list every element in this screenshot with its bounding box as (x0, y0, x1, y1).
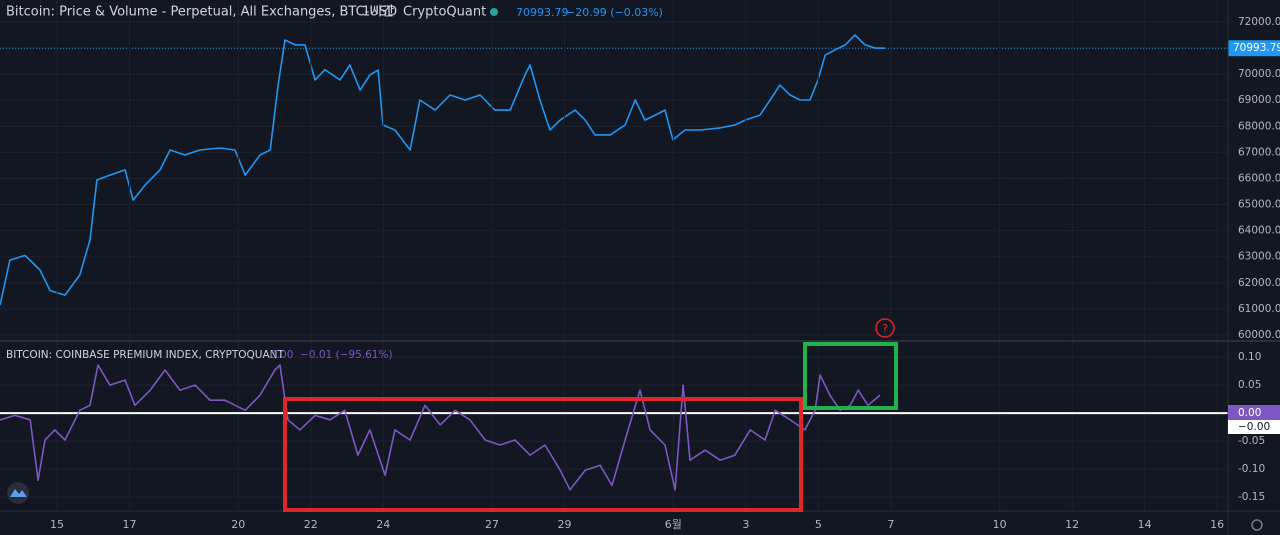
last-price-tag (1228, 40, 1280, 57)
data-line (0, 364, 881, 491)
y-tick-label: -0.15 (1238, 491, 1265, 503)
indicator-last-value: 0.00 (270, 349, 293, 361)
y-tick-label: 64000.00 (1238, 225, 1280, 237)
y-tick-label: 62000.00 (1238, 277, 1280, 289)
y-tick-label: 68000.00 (1238, 120, 1280, 132)
y-tick-label: 67000.00 (1238, 146, 1280, 158)
source: CryptoQuant (403, 5, 486, 20)
x-tick-label: 6월 (665, 518, 682, 531)
x-tick-label: 3 (742, 518, 749, 531)
x-tick-label: 29 (558, 518, 572, 531)
y-tick-label: -0.10 (1238, 463, 1265, 475)
x-tick-label: 10 (993, 518, 1007, 531)
y-tick-label: 66000.00 (1238, 172, 1280, 184)
x-tick-label: 12 (1065, 518, 1079, 531)
y-tick-label: 70000.00 (1238, 68, 1280, 80)
secondary-tag (1228, 420, 1280, 434)
indicator-tag (1228, 405, 1280, 420)
y-tick-label: 69000.00 (1238, 94, 1280, 106)
secondary-tag-label: −0.00 (1238, 421, 1270, 433)
y-tick-label: 61000.00 (1238, 303, 1280, 315)
y-tick-label: 0.10 (1238, 351, 1261, 363)
settings-icon[interactable] (1251, 519, 1263, 531)
data-line (0, 34, 886, 306)
last-value: 70993.79 (516, 6, 569, 19)
x-tick-label: 17 (122, 518, 136, 531)
indicator-tag-label: 0.00 (1238, 407, 1261, 419)
x-tick-label: 24 (376, 518, 390, 531)
y-tick-label: -0.05 (1238, 435, 1265, 447)
chart-title: Bitcoin: Price & Volume - Perpetual, All… (6, 5, 397, 20)
y-tick-label: 0.05 (1238, 379, 1261, 391)
x-tick-label: 22 (304, 518, 318, 531)
warning-icon[interactable] (875, 318, 895, 338)
x-tick-label: 20 (231, 518, 245, 531)
indicator-change-label: −0.01 (−95.61%) (300, 349, 393, 361)
change-label: −20.99 (−0.03%) (566, 6, 663, 19)
last-price-tag-label: 70993.79 (1233, 42, 1280, 54)
green-highlight-box (803, 342, 898, 410)
y-tick-label: 60000.00 (1238, 329, 1280, 341)
y-tick-label: 72000.00 (1238, 16, 1280, 28)
y-tick-label: 65000.00 (1238, 199, 1280, 211)
x-tick-label: 15 (50, 518, 64, 531)
x-tick-label: 16 (1210, 518, 1224, 531)
x-tick-label: 7 (887, 518, 894, 531)
red-highlight-box (283, 397, 803, 512)
interval[interactable]: 1시간 (362, 5, 394, 20)
y-tick-label: 63000.00 (1238, 251, 1280, 263)
warning-icon-glyph: ? (882, 322, 888, 335)
x-tick-label: 5 (815, 518, 822, 531)
logo-glyph (10, 489, 27, 497)
x-tick-label: 27 (485, 518, 499, 531)
status-dot (490, 8, 498, 16)
x-tick-label: 14 (1138, 518, 1152, 531)
indicator-title: BITCOIN: COINBASE PREMIUM INDEX, CRYPTOQ… (6, 349, 284, 361)
